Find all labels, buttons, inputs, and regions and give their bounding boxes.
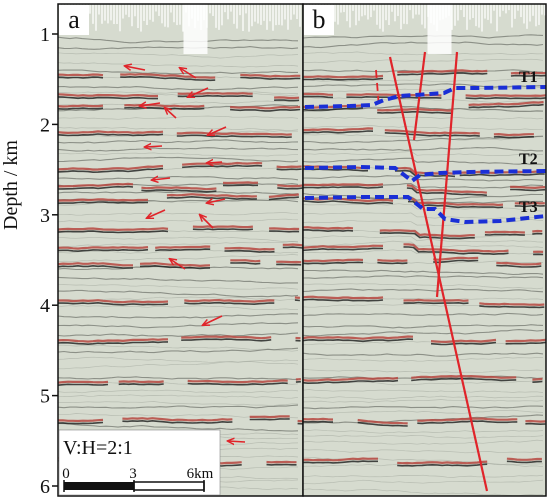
horizon-t3: [304, 195, 547, 225]
scale-label-0: 0: [62, 466, 70, 482]
red-arrow: [165, 108, 177, 119]
red-arrow: [207, 199, 226, 203]
scale-label-6km: 6km: [187, 466, 214, 482]
red-arrow: [152, 178, 171, 180]
red-arrow: [125, 66, 146, 70]
depth-tick-2: 2: [40, 114, 50, 136]
depth-axis: Depth / km 1 2 3 4 5 6: [0, 24, 58, 498]
horizons: [304, 85, 547, 225]
panel-b: T1 T2 T3 b: [302, 3, 547, 497]
panel-b-label-box: [304, 5, 334, 35]
fault-indicator-arrows: [125, 66, 246, 442]
red-arrow: [200, 215, 214, 229]
horizon-label-t1: T1: [519, 69, 538, 86]
depth-tick-marks: [52, 33, 58, 487]
panel-a: a V:H=2:1 0 3 6km: [57, 3, 304, 497]
red-arrow: [188, 87, 209, 97]
red-arrow: [203, 315, 223, 325]
depth-tick-5: 5: [40, 386, 50, 408]
depth-tick-labels: 1 2 3 4 5 6: [40, 24, 50, 498]
depth-tick-4: 4: [40, 295, 50, 317]
depth-tick-6: 6: [40, 476, 50, 498]
red-arrow: [208, 126, 227, 135]
red-arrow: [170, 259, 186, 270]
depth-tick-3: 3: [40, 205, 50, 227]
red-arrow: [147, 209, 166, 218]
scale-label-3: 3: [129, 466, 137, 482]
horizon-t1: [304, 85, 547, 109]
scale-bar: 0 3 6km: [62, 466, 214, 492]
panel-b-label: b: [313, 5, 326, 34]
depth-axis-label: Depth / km: [0, 140, 22, 230]
depth-tick-1: 1: [40, 24, 50, 46]
red-arrow: [145, 146, 163, 147]
red-arrow: [207, 162, 223, 163]
horizon-t2: [304, 164, 547, 184]
panel-a-label-box: [59, 5, 89, 35]
seismic-section-b: [303, 4, 546, 496]
horizon-label-t3: T3: [519, 199, 538, 216]
panel-a-label: a: [68, 5, 80, 34]
red-arrow: [228, 441, 246, 442]
vertical-exaggeration-label: V:H=2:1: [63, 437, 133, 459]
red-arrow: [140, 103, 161, 106]
horizon-label-t2: T2: [519, 151, 538, 168]
red-arrow: [180, 68, 197, 79]
